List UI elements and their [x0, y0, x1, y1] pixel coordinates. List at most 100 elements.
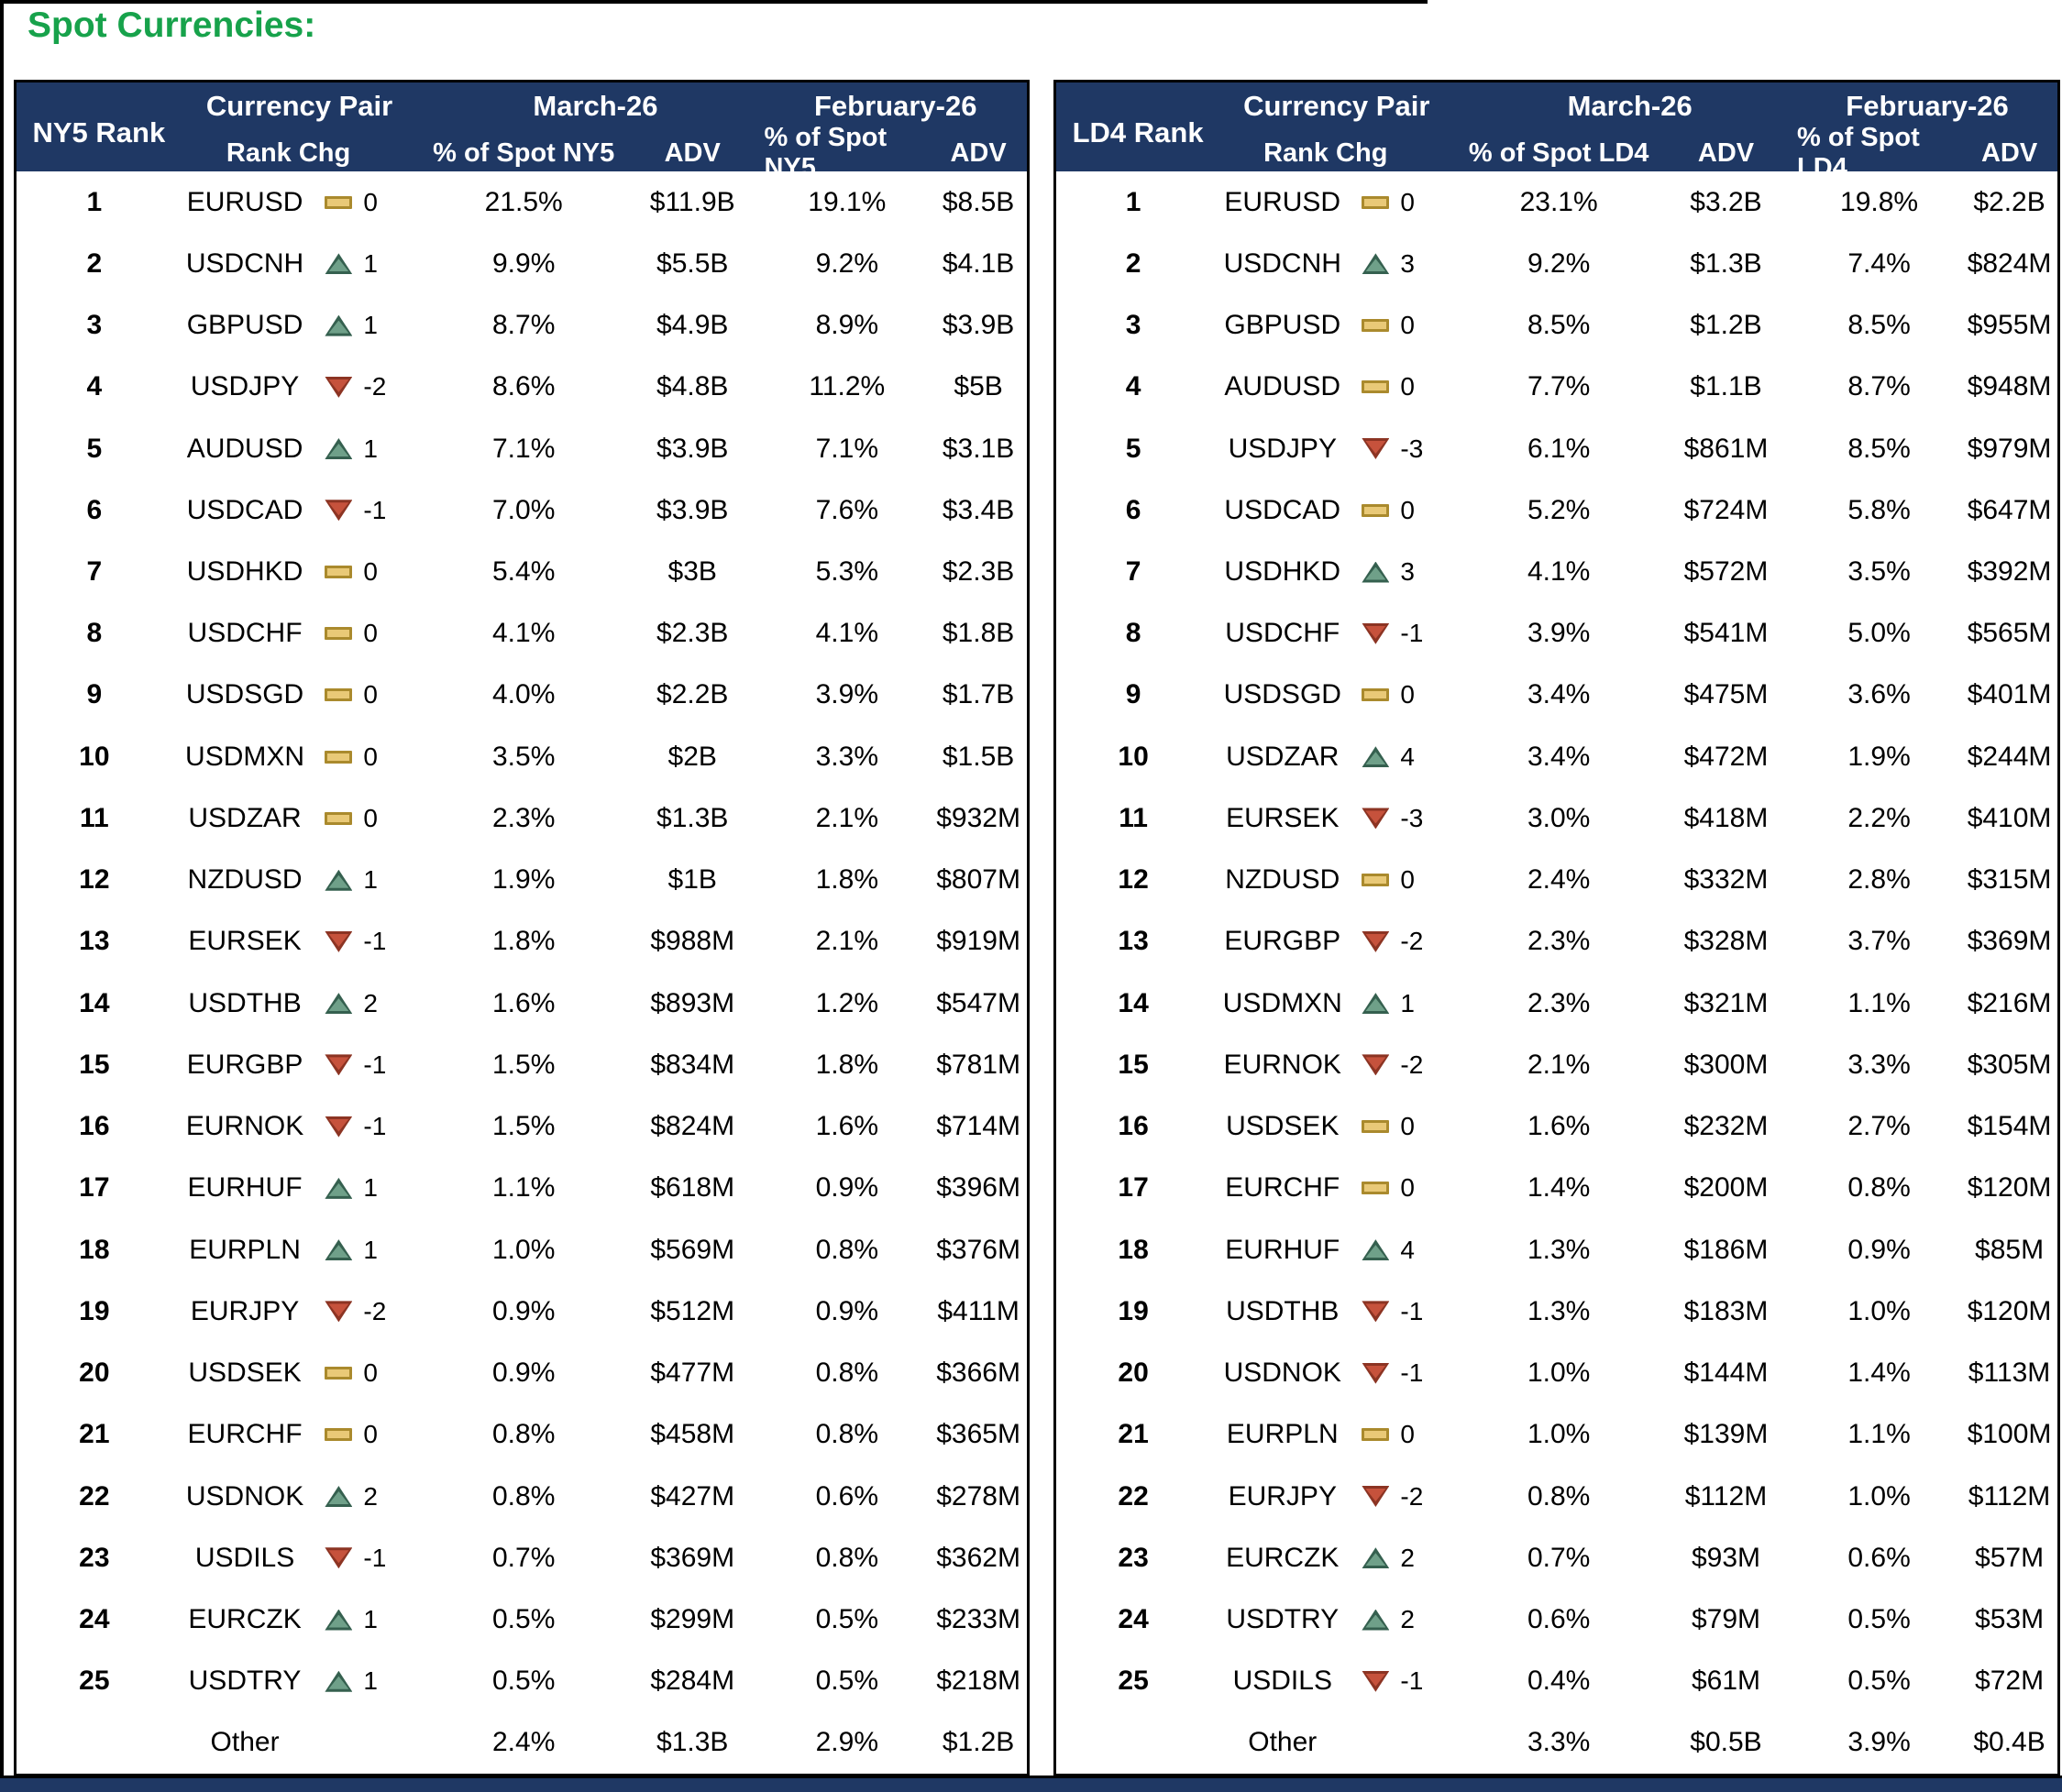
rank-change-cell: -1: [1354, 619, 1462, 648]
march-pct-cell: 1.6%: [492, 987, 556, 1018]
february-adv-cell: $932M: [936, 802, 1020, 833]
march-pct-cell: 2.3%: [1527, 926, 1591, 957]
rank-change-cell: -2: [317, 372, 426, 401]
rank-change-value: -1: [363, 1050, 387, 1079]
march-adv-cell: $3.2B: [1690, 186, 1762, 217]
rank-change-cell: -1: [317, 927, 426, 956]
rank-change-cell: 2: [317, 1482, 426, 1512]
march-pct-cell: 7.0%: [492, 494, 556, 525]
currency-pair-cell: USDZAR: [188, 802, 302, 833]
rank-down-icon: [325, 1116, 353, 1138]
table-row: 20 USDNOK -1 1.0% $144M 1.4% $113M: [1056, 1342, 2057, 1403]
february-pct-cell: 8.5%: [1847, 433, 1911, 464]
rank-change-value: 0: [363, 742, 378, 771]
rank-up-icon: [1362, 253, 1390, 275]
rank-cell: 2: [86, 247, 103, 279]
currency-pair-cell: EURSEK: [188, 926, 302, 957]
february-pct-cell: 1.2%: [815, 987, 878, 1018]
table-row: 16 USDSEK 0 1.6% $232M 2.7% $154M: [1056, 1096, 2057, 1158]
march-adv-cell: $824M: [650, 1111, 735, 1142]
rank-cell: 12: [1118, 864, 1149, 896]
february-adv-cell: $2.3B: [942, 556, 1015, 588]
rank-unchanged-icon: [1362, 380, 1390, 394]
rank-cell: 19: [79, 1295, 110, 1326]
rank-change-value: 0: [363, 1358, 378, 1388]
rank-up-icon: [1362, 993, 1390, 1015]
rank-cell: 8: [86, 618, 103, 649]
rank-change-cell: 0: [1354, 1112, 1462, 1141]
table-row: Other 3.3% $0.5B 3.9% $0.4B: [1056, 1712, 2057, 1774]
february-adv-cell: $824M: [1967, 247, 2052, 279]
february-pct-cell: 1.6%: [815, 1111, 878, 1142]
february-adv-cell: $85M: [1975, 1234, 2045, 1265]
february-pct-cell: 7.4%: [1847, 247, 1911, 279]
february-adv-cell: $113M: [1968, 1358, 2051, 1389]
rank-change-cell: 1: [317, 1666, 426, 1696]
currency-pair-cell: EURJPY: [190, 1295, 300, 1326]
march-column-group-header: March-26: [533, 90, 658, 122]
rank-change-value: 4: [1400, 742, 1415, 771]
rank-unchanged-icon: [325, 566, 353, 579]
ny5-spot-table: NY5 Rank Currency Pair March-26 February…: [14, 80, 1030, 1776]
currency-pair-cell: EURCZK: [188, 1604, 302, 1634]
rank-change-cell: 3: [1354, 249, 1462, 279]
table-row: 21 EURCHF 0 0.8% $458M 0.8% $365M: [17, 1404, 1027, 1466]
rank-down-icon: [325, 500, 353, 522]
rank-change-value: 1: [363, 865, 378, 895]
rank-cell: 22: [1118, 1480, 1149, 1512]
february-pct-cell: 7.6%: [815, 494, 878, 525]
rank-unchanged-icon: [1362, 503, 1390, 517]
rank-change-value: 0: [363, 680, 378, 709]
march-pct-cell: 4.1%: [1527, 556, 1591, 588]
february-adv-cell: $955M: [1967, 310, 2052, 341]
currency-pair-cell: USDSEK: [188, 1358, 302, 1389]
rank-change-cell: -3: [1354, 434, 1462, 464]
currency-pair-cell: AUDUSD: [186, 433, 303, 464]
rank-change-value: -1: [1400, 619, 1424, 648]
february-adv-cell: $979M: [1967, 433, 2052, 464]
march-adv-cell: $79M: [1691, 1604, 1761, 1634]
march-adv-cell: $139M: [1683, 1419, 1769, 1450]
currency-pair-cell: EURCZK: [1226, 1542, 1340, 1573]
february-pct-cell: 8.9%: [815, 310, 878, 341]
table-row: Other 2.4% $1.3B 2.9% $1.2B: [17, 1712, 1027, 1774]
table-row: 6 USDCAD -1 7.0% $3.9B 7.6% $3.4B: [17, 479, 1027, 541]
ld4-spot-table: LD4 Rank Currency Pair March-26 February…: [1053, 80, 2060, 1776]
table-row: 17 EURHUF 1 1.1% $618M 0.9% $396M: [17, 1158, 1027, 1219]
rank-cell: 6: [1125, 494, 1141, 525]
rank-change-cell: -3: [1354, 804, 1462, 833]
rank-change-value: 2: [1400, 1543, 1415, 1572]
february-adv-cell: $57M: [1975, 1542, 2045, 1573]
march-adv-cell: $0.5B: [1690, 1727, 1762, 1758]
rank-change-value: 4: [1400, 1235, 1415, 1264]
rank-unchanged-icon: [1362, 195, 1390, 209]
march-pct-cell: 8.7%: [492, 310, 556, 341]
rank-up-icon: [325, 253, 353, 275]
march-pct-cell: 0.9%: [492, 1295, 556, 1326]
table-row: 24 USDTRY 2 0.6% $79M 0.5% $53M: [1056, 1589, 2057, 1650]
march-pct-cell: 1.3%: [1527, 1234, 1591, 1265]
rank-change-value: 1: [363, 1235, 378, 1264]
currency-pair-column-header: Currency Pair: [205, 90, 393, 122]
february-adv-column-header: ADV: [950, 137, 1007, 168]
rank-change-value: 1: [363, 434, 378, 463]
march-pct-cell: 1.6%: [1527, 1111, 1591, 1142]
february-pct-cell: 1.8%: [815, 1049, 878, 1080]
currency-pair-cell: EURGBP: [186, 1049, 303, 1080]
currency-pair-cell: USDSGD: [1223, 679, 1341, 710]
march-pct-cell: 1.0%: [1527, 1358, 1591, 1389]
february-pct-cell: 3.7%: [1847, 926, 1911, 957]
rank-change-value: -2: [1400, 927, 1424, 956]
table-row: 11 EURSEK -3 3.0% $418M 2.2% $410M: [1056, 787, 2057, 849]
february-adv-cell: $366M: [936, 1358, 1020, 1389]
march-pct-cell: 6.1%: [1527, 433, 1591, 464]
march-adv-cell: $834M: [650, 1049, 735, 1080]
table-row: 2 USDCNH 3 9.2% $1.3B 7.4% $824M: [1056, 233, 2057, 294]
rank-change-value: 0: [1400, 187, 1415, 216]
rank-down-icon: [325, 1054, 353, 1076]
rank-change-cell: 4: [1354, 742, 1462, 772]
table-row: 5 USDJPY -3 6.1% $861M 8.5% $979M: [1056, 418, 2057, 479]
rank-cell: 24: [1118, 1604, 1149, 1634]
rank-up-icon: [1362, 1547, 1390, 1569]
currency-pair-cell: NZDUSD: [187, 864, 303, 896]
